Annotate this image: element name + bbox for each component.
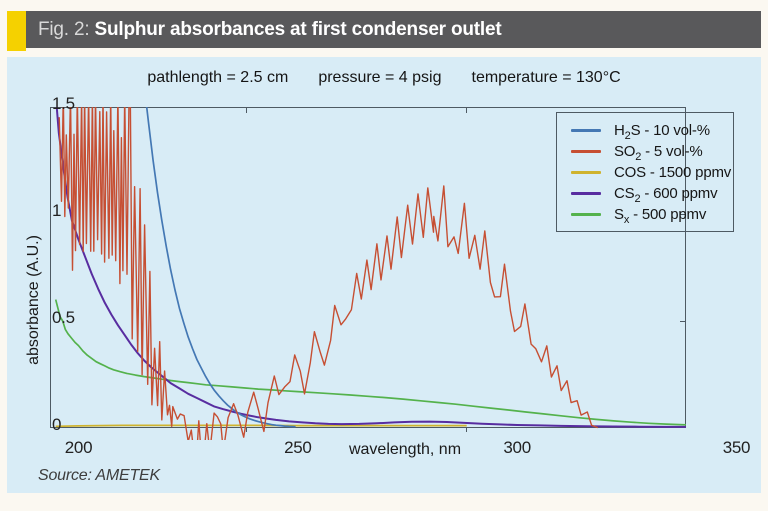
plot-border bbox=[50, 107, 686, 428]
legend-swatch-so2-5-vol bbox=[571, 150, 601, 153]
line-cos-1500-ppmv bbox=[55, 424, 467, 428]
legend-label: H2S - 10 vol-% bbox=[614, 122, 710, 142]
x-tick-label: 200 bbox=[64, 438, 93, 457]
condition-temperature: temperature = 130°C bbox=[471, 69, 621, 86]
tick-mark bbox=[246, 107, 248, 113]
tick-mark bbox=[246, 427, 248, 432]
legend-label: COS - 1500 ppmv bbox=[614, 164, 732, 181]
conditions-line: pathlength = 2.5 cm pressure = 4 psig te… bbox=[0, 69, 768, 87]
figure-label: Fig. 2: bbox=[38, 18, 90, 40]
source-note: Source: AMETEK bbox=[38, 467, 160, 484]
line-sx-500-ppmv bbox=[54, 299, 686, 426]
figure-accent-square bbox=[7, 11, 26, 51]
condition-pathlength: pathlength = 2.5 cm bbox=[147, 69, 289, 86]
y-tick-label: 0 bbox=[52, 415, 62, 434]
legend-item-sx-500-ppmv: Sx - 500 ppmv bbox=[571, 204, 733, 226]
line-h2s-10-vol bbox=[145, 107, 296, 428]
legend-swatch-sx-500-ppmv bbox=[571, 213, 601, 216]
legend-swatch-cos-1500-ppmv bbox=[571, 171, 601, 174]
figure-title-bar: Fig. 2: Sulphur absorbances at first con… bbox=[7, 11, 761, 48]
legend-label: SO2 - 5 vol-% bbox=[614, 143, 703, 163]
x-tick-label: 250 bbox=[284, 438, 312, 457]
legend-swatch-h2s-10-vol bbox=[571, 129, 601, 132]
legend-label: Sx - 500 ppmv bbox=[614, 206, 707, 226]
y-tick-label: 1.5 bbox=[52, 94, 75, 113]
figure-title: Sulphur absorbances at first condenser o… bbox=[94, 18, 502, 40]
legend-item-so2-5-vol: SO2 - 5 vol-% bbox=[571, 141, 733, 163]
y-tick-label: 1 bbox=[52, 201, 62, 220]
y-axis-label: absorbance (A.U.) bbox=[25, 235, 42, 365]
tick-mark bbox=[466, 427, 468, 432]
legend-item-cs2-600-ppmv: CS2 - 600 ppmv bbox=[571, 183, 733, 205]
legend-item-h2s-10-vol: H2S - 10 vol-% bbox=[571, 120, 733, 142]
legend-box: H2S - 10 vol-% SO2 - 5 vol-% COS - 1500 pp… bbox=[556, 112, 734, 232]
x-tick-label: 350 bbox=[722, 438, 751, 457]
tick-mark bbox=[466, 107, 468, 113]
x-tick-label: 300 bbox=[503, 438, 531, 457]
figure-heading: Fig. 2: Sulphur absorbances at first con… bbox=[38, 18, 502, 41]
legend-item-cos-1500-ppmv: COS - 1500 ppmv bbox=[571, 162, 733, 183]
plot-svg bbox=[54, 107, 686, 440]
x-axis-label: wavelength, nm bbox=[348, 441, 462, 458]
tick-mark bbox=[680, 214, 686, 215]
legend-swatch-cs2-600-ppmv bbox=[571, 192, 601, 195]
y-tick-label: 0.5 bbox=[52, 308, 75, 327]
tick-mark bbox=[680, 321, 686, 322]
line-so2-5-vol bbox=[58, 107, 599, 440]
legend-label: CS2 - 600 ppmv bbox=[614, 185, 718, 205]
condition-pressure: pressure = 4 psig bbox=[318, 69, 442, 86]
